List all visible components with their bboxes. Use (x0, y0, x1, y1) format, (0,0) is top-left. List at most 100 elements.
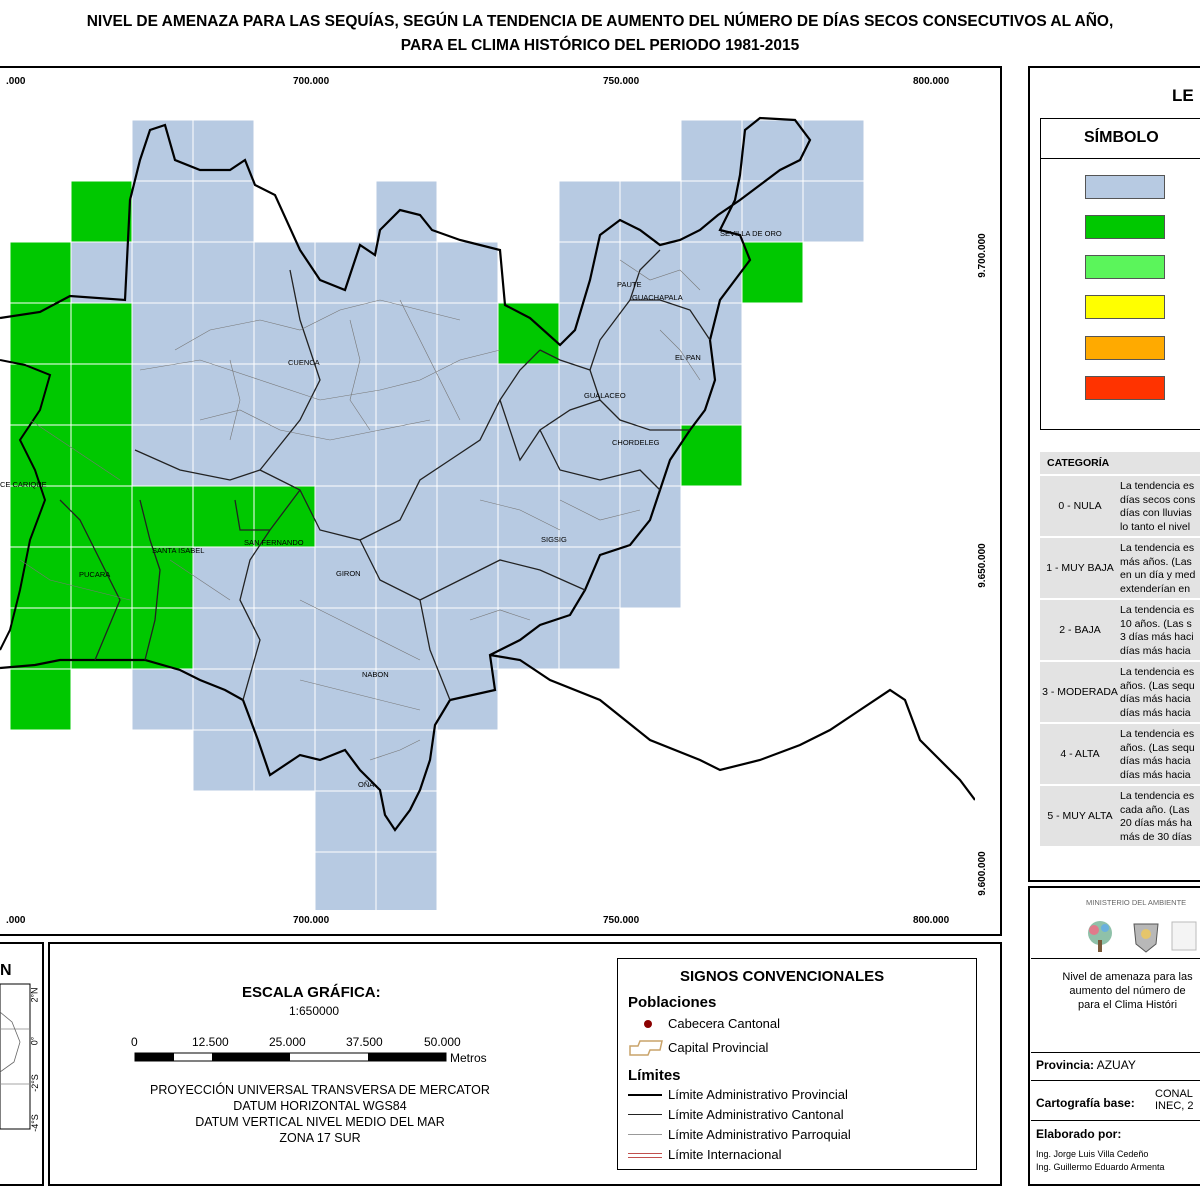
grid-cell-muy-baja (70, 302, 133, 365)
grid-cell-nula (375, 424, 438, 487)
category-desc: La tendencia es años. (Las sequ días más h… (1120, 666, 1195, 720)
grid-cell-nula (619, 241, 682, 304)
tree-logo-icon (1088, 921, 1112, 952)
grid-cell-nula (436, 424, 499, 487)
category-desc-line: días secos cons (1120, 493, 1196, 506)
parr-line-icon (628, 1134, 662, 1135)
category-desc-line: en un día y med (1120, 569, 1196, 581)
place-label: NABON (362, 670, 389, 679)
carto-value-line1: CONAL (1155, 1088, 1193, 1100)
legend-swatch-baja (1085, 255, 1165, 279)
signs-panel (617, 958, 977, 1170)
grid-cell-muy-baja (70, 424, 133, 487)
category-desc-line: más años. (Las (1120, 555, 1192, 568)
grid-cell-nula (314, 668, 377, 731)
info-logos-divider (1031, 958, 1200, 959)
category-desc-line: La tendencia es (1120, 604, 1195, 616)
grid-cell-nula (314, 424, 377, 487)
grid-cell-nula (131, 668, 194, 731)
y-tick-3: 9.600.000 (976, 851, 988, 896)
grid-cell-muy-baja (9, 607, 72, 670)
place-label: CUENCA (288, 358, 320, 367)
category-desc-line: años. (Las sequ (1120, 741, 1195, 754)
scale-unit: Metros (450, 1051, 487, 1065)
grid-cell-nula (253, 363, 316, 426)
grid-cell-nula (558, 241, 621, 304)
place-label: SEVILLA DE ORO (720, 229, 782, 238)
grid-cell-nula (314, 363, 377, 426)
projection-line2: DATUM HORIZONTAL WGS84 (233, 1099, 407, 1113)
grid-cell-nula (253, 607, 316, 670)
grid-cell-muy-baja (9, 546, 72, 609)
capital-outline-icon (629, 1040, 663, 1056)
grid-cell-nula (558, 485, 621, 548)
author-1: Ing. Jorge Luis Villa Cedeño (1036, 1149, 1149, 1159)
info-divider-1 (1031, 1052, 1200, 1053)
place-label: PAUTE (617, 280, 641, 289)
grid-cell-nula (619, 424, 682, 487)
info-divider-3 (1031, 1120, 1200, 1121)
grid-cell-muy-baja (9, 424, 72, 487)
grid-cell-nula (802, 119, 865, 182)
place-label: SIGSIG (541, 535, 567, 544)
grid-cell-nula (680, 363, 743, 426)
grid-cell-nula (375, 790, 438, 853)
category-row: 1 - MUY BAJA La tendencia es más años. (La… (1040, 538, 1200, 598)
scale-tick-4: 50.000 (424, 1035, 461, 1049)
grid-cell-nula (314, 546, 377, 609)
legend-symbol-header: SÍMBOLO (1084, 129, 1159, 146)
grid-cell-muy-baja (131, 546, 194, 609)
scale-bar (134, 1052, 447, 1062)
y-tick-1: 9.700.000 (976, 233, 988, 278)
x-tick-bottom-3: 750.000 (603, 915, 640, 926)
y-tick-2: 9.650.000 (976, 543, 988, 588)
map-canvas: SEVILLA DE ORO PAUTE GUACHAPALA CUENCA EL PA… (0, 116, 975, 910)
category-desc-line: días más hacia (1120, 644, 1191, 657)
grid-cell-nula (131, 241, 194, 304)
signs-lim-prov: Límite Administrativo Provincial (668, 1087, 848, 1102)
grid-cell-nula (619, 546, 682, 609)
place-label: EL PAN (675, 353, 701, 362)
grid-cell-nula (314, 790, 377, 853)
place-label: OÑA (358, 780, 374, 789)
provincial-boundary-east (489, 653, 975, 801)
category-desc-line: La tendencia es (1120, 480, 1195, 492)
grid-cell-nula (314, 729, 377, 792)
grid-cell-nula (253, 241, 316, 304)
category-name: 2 - BAJA (1059, 624, 1101, 636)
inset-label-2n: 2°N (29, 987, 40, 1003)
grid-cell-nula (314, 485, 377, 548)
grid-cell-nula (253, 729, 316, 792)
grid-cell-nula (314, 851, 377, 910)
page-title: NIVEL DE AMENAZA PARA LAS SEQUÍAS, SEGÚN… (0, 10, 1200, 58)
carto-label: Cartografía base: (1036, 1096, 1135, 1110)
author-2: Ing. Guillermo Eduardo Armenta (1036, 1162, 1165, 1172)
elaborated-label: Elaborado por: (1036, 1127, 1122, 1141)
grid-cell-muy-baja (9, 241, 72, 304)
place-label: GIRON (336, 569, 361, 578)
grid-cell-nula (558, 607, 621, 670)
category-desc-line: días con lluvias (1120, 507, 1192, 519)
category-desc: La tendencia es más años. (Las en un día y… (1120, 542, 1195, 596)
place-label: GUACHAPALA (632, 293, 683, 302)
grid-cell-nula (497, 607, 560, 670)
province-row: Provincia: AZUAY (1036, 1058, 1136, 1072)
grid-cell-nula (619, 180, 682, 243)
info-panel (1028, 886, 1200, 1186)
grid-cell-nula (436, 302, 499, 365)
grid-cell-nula (802, 180, 865, 243)
place-label: SANTA ISABEL (152, 546, 204, 555)
title-line2: PARA EL CLIMA HISTÓRICO DEL PERIODO 1981… (400, 37, 800, 54)
grid-cell-muy-baja (680, 424, 743, 487)
grid-cell-muy-baja (253, 485, 316, 548)
category-desc-line: lo tanto el nivel (1120, 520, 1191, 533)
x-tick-top-2: 700.000 (293, 76, 330, 87)
info-divider-2 (1031, 1080, 1200, 1081)
inset-label-2s: -2°S (29, 1074, 40, 1092)
category-desc-line: La tendencia es (1120, 728, 1195, 740)
grid-cell-nula (375, 729, 438, 792)
category-row: 0 - NULA La tendencia es días secos cons dí… (1040, 476, 1200, 536)
category-desc-line: cada año. (Las (1120, 803, 1190, 816)
grid-cell-nula (314, 607, 377, 670)
